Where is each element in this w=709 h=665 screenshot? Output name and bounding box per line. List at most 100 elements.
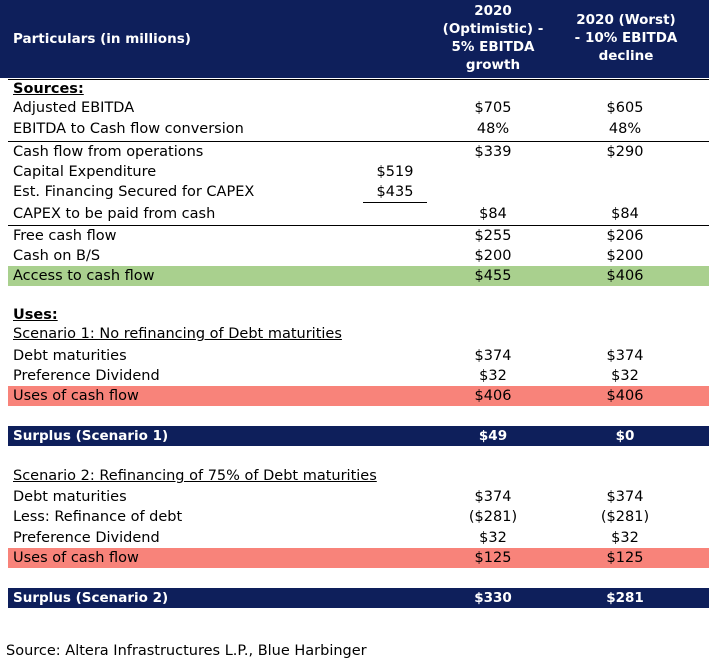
cell-text: $32 [479, 368, 507, 384]
cell-text: 48% [608, 121, 642, 137]
cell-text: Debt maturities [13, 489, 127, 505]
cell-text: Sources: [13, 81, 84, 97]
cell-text: $330 [474, 590, 512, 606]
cell-text: $125 [606, 550, 644, 566]
cell-text: Surplus (Scenario 2) [13, 590, 169, 606]
worst-value: $406 [575, 386, 675, 406]
worst-value: $125 [575, 548, 675, 568]
table-row: Capital Expenditure $519 [0, 162, 709, 182]
table-row: Scenario 1: No refinancing of Debt matur… [0, 324, 709, 344]
row-label: Uses: [13, 306, 58, 324]
header-rule [8, 79, 709, 80]
table-row: Est. Financing Secured for CAPEX $435 [0, 182, 709, 202]
row-rule [8, 141, 709, 142]
row-label: Cash on B/S [13, 246, 100, 266]
header-optimistic: 2020 (Optimistic) - 5% EBITDA growth [442, 3, 544, 73]
cell-text: Free cash flow [13, 228, 117, 244]
cell-text: $281 [606, 590, 644, 606]
table-row: Scenario 2: Refinancing of 75% of Debt m… [0, 466, 709, 486]
optimistic-value: $374 [443, 346, 543, 366]
row-label: Debt maturities [13, 346, 127, 366]
cell-text: $374 [474, 348, 512, 364]
cell-text: EBITDA to Cash flow conversion [13, 121, 244, 137]
cell-text: $406 [474, 388, 512, 404]
worst-value: $200 [575, 246, 675, 266]
row-label: Debt maturities [13, 487, 127, 507]
row-label: Scenario 2: Refinancing of 75% of Debt m… [13, 466, 377, 486]
optimistic-value: $125 [443, 548, 543, 568]
cell-text: $32 [479, 530, 507, 546]
optimistic-value: $705 [443, 98, 543, 118]
table-row: Uses: [0, 306, 709, 324]
table-row: Less: Refinance of debt ($281) ($281) [0, 507, 709, 527]
cell-text: Scenario 1: No refinancing of Debt matur… [13, 326, 342, 342]
cell-text: Surplus (Scenario 1) [13, 428, 169, 444]
table-row: Uses of cash flow $125 $125 [8, 548, 709, 568]
worst-value: $281 [575, 588, 675, 608]
table-row: Cash on B/S $200 $200 [0, 246, 709, 266]
worst-value: $290 [575, 142, 675, 162]
cell-text: $406 [606, 268, 644, 284]
row-label: Capital Expenditure [13, 162, 156, 182]
row-label: Scenario 1: No refinancing of Debt matur… [13, 324, 342, 344]
optimistic-value: $339 [443, 142, 543, 162]
cell-text: $49 [478, 428, 508, 444]
cell-text: ($281) [600, 509, 650, 525]
cell-text: 48% [476, 121, 510, 137]
row-label: Surplus (Scenario 1) [13, 426, 168, 446]
cell-text: $374 [474, 489, 512, 505]
cell-text: ($281) [468, 509, 518, 525]
cell-text: $84 [479, 206, 507, 222]
table-row: Adjusted EBITDA $705 $605 [0, 98, 709, 118]
cell-text: $705 [474, 100, 512, 116]
worst-value: $406 [575, 266, 675, 286]
row-rule [8, 225, 709, 226]
cell-text: Cash flow from operations [13, 144, 204, 160]
table-row: Surplus (Scenario 1) $49 $0 [8, 426, 709, 446]
table-row: Access to cash flow $455 $406 [8, 266, 709, 286]
cell-text: $32 [611, 530, 639, 546]
optimistic-value: ($281) [443, 507, 543, 527]
worst-value: $32 [575, 366, 675, 386]
cell-text: Debt maturities [13, 348, 127, 364]
cell-text: Preference Dividend [13, 368, 160, 384]
worst-value: ($281) [575, 507, 675, 527]
cell-text: Capital Expenditure [13, 164, 157, 180]
optimistic-value: $200 [443, 246, 543, 266]
row-label: Uses of cash flow [13, 548, 139, 568]
table-row: Preference Dividend $32 $32 [0, 366, 709, 386]
cell-text: Est. Financing Secured for CAPEX [13, 184, 255, 200]
optimistic-value: $32 [443, 528, 543, 548]
row-label: Est. Financing Secured for CAPEX [13, 182, 254, 202]
row-label: Access to cash flow [13, 266, 155, 286]
optimistic-value: $406 [443, 386, 543, 406]
row-label: Surplus (Scenario 2) [13, 588, 168, 608]
worst-value: $605 [575, 98, 675, 118]
cell-text: $206 [606, 228, 644, 244]
row-label: Preference Dividend [13, 366, 160, 386]
capex-value: $435 [345, 182, 445, 202]
optimistic-value: 48% [443, 119, 543, 139]
cell-text: $255 [474, 228, 512, 244]
table-row: EBITDA to Cash flow conversion 48% 48% [0, 119, 709, 139]
cell-text: $406 [606, 388, 644, 404]
table-row: Sources: [0, 80, 709, 98]
cell-text: Cash on B/S [13, 248, 101, 264]
cell-text: Scenario 2: Refinancing of 75% of Debt m… [13, 468, 377, 484]
optimistic-value: $455 [443, 266, 543, 286]
worst-value: $84 [575, 204, 675, 224]
optimistic-value: $255 [443, 226, 543, 246]
cell-text: Uses of cash flow [13, 550, 139, 566]
optimistic-value: $32 [443, 366, 543, 386]
header-worst: 2020 (Worst) - 10% EBITDA decline [574, 12, 678, 64]
cell-text: $435 [376, 184, 414, 200]
table-row: Debt maturities $374 $374 [0, 487, 709, 507]
cell-text: $32 [611, 368, 639, 384]
cell-text: $0 [615, 428, 635, 444]
worst-value: $0 [575, 426, 675, 446]
table-row: Debt maturities $374 $374 [0, 346, 709, 366]
table-row: Cash flow from operations $339 $290 [0, 142, 709, 162]
cell-text: Uses: [13, 307, 58, 323]
cell-text: $84 [611, 206, 639, 222]
